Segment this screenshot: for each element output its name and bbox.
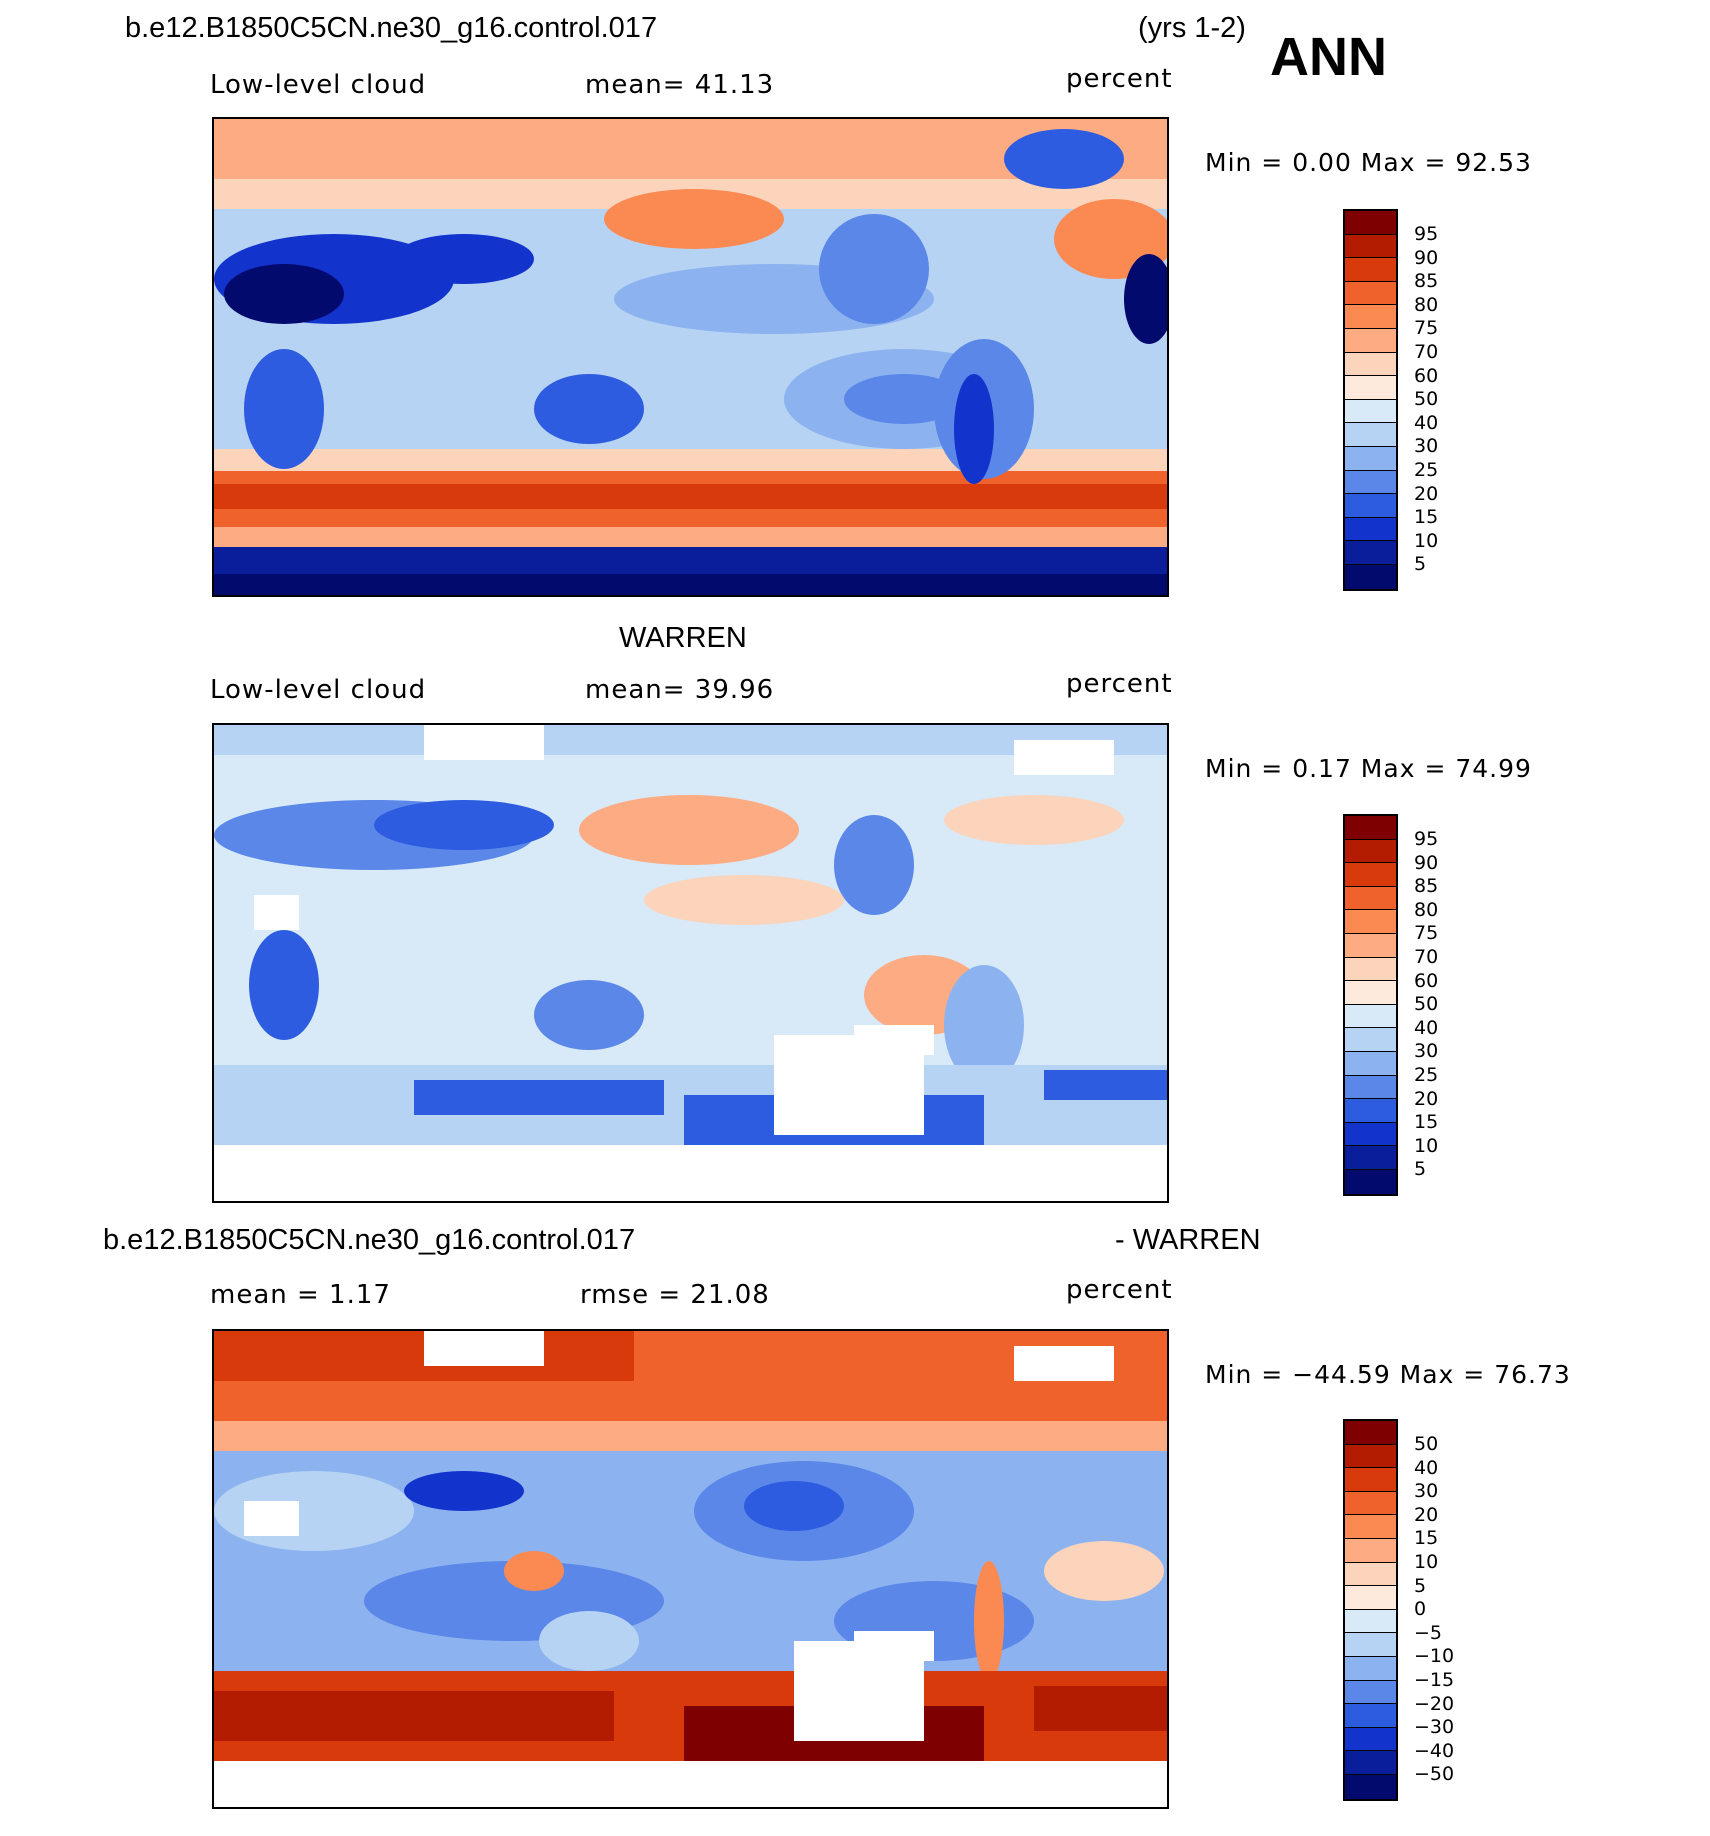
panel3-min-max: Min = −44.59 Max = 76.73 xyxy=(1205,1360,1571,1389)
panel1-cbar-tick: 20 xyxy=(1414,482,1439,505)
season-label: ANN xyxy=(1270,27,1387,87)
panel2-map xyxy=(212,723,1169,1203)
years-label: (yrs 1-2) xyxy=(1138,12,1246,44)
panel1-cbar-tick: 5 xyxy=(1414,553,1427,576)
panel2-cbar-tick: 60 xyxy=(1414,969,1439,992)
panel1-cbar-tick: 25 xyxy=(1414,459,1439,481)
panel3-cbar-tick: 10 xyxy=(1414,1551,1439,1573)
panel2-cbar-tick: 10 xyxy=(1414,1134,1439,1157)
panel3-cbar-tick: −30 xyxy=(1414,1716,1455,1739)
panel3-cbar-tick: 30 xyxy=(1414,1480,1439,1503)
panel3-rmse-label: rmse = 21.08 xyxy=(580,1280,770,1310)
panel1-variable-label: Low-level cloud xyxy=(210,70,427,100)
panel3-colorbar xyxy=(1343,1419,1398,1801)
panel2-min-max: Min = 0.17 Max = 74.99 xyxy=(1205,754,1532,783)
panel2-cbar-tick: 40 xyxy=(1414,1016,1439,1039)
panel2-cbar-tick: 30 xyxy=(1414,1040,1439,1063)
panel2-cbar-tick: 20 xyxy=(1414,1087,1439,1110)
panel2-cbar-tick: 85 xyxy=(1414,875,1439,898)
panel1-map xyxy=(212,117,1169,597)
panel2-cbar-tick: 5 xyxy=(1414,1158,1427,1181)
panel3-cbar-tick: 5 xyxy=(1414,1574,1427,1597)
panel1-cbar-tick: 80 xyxy=(1414,293,1439,316)
panel3-cbar-tick: −10 xyxy=(1414,1645,1455,1668)
panel2-cbar-tick: 15 xyxy=(1414,1111,1439,1134)
panel1-cbar-tick: 90 xyxy=(1414,246,1439,269)
case-title: b.e12.B1850C5CN.ne30_g16.control.017 xyxy=(125,12,658,44)
panel2-cbar-tick: 25 xyxy=(1414,1064,1439,1086)
panel2-cbar-tick: 70 xyxy=(1414,946,1439,968)
panel1-cbar-tick: 95 xyxy=(1414,223,1439,245)
panel1-min-max: Min = 0.00 Max = 92.53 xyxy=(1205,148,1532,177)
panel3-cbar-tick: −5 xyxy=(1414,1621,1443,1644)
panel2-cbar-tick: 50 xyxy=(1414,993,1439,1016)
panel3-title-left: b.e12.B1850C5CN.ne30_g16.control.017 xyxy=(103,1224,636,1256)
panel3-mean-label: mean = 1.17 xyxy=(210,1280,391,1310)
panel3-units-label: percent xyxy=(1066,1275,1173,1305)
panel1-cbar-tick: 15 xyxy=(1414,506,1439,529)
panel1-units-label: percent xyxy=(1066,64,1173,94)
panel3-cbar-tick: 15 xyxy=(1414,1527,1439,1550)
panel2-variable-label: Low-level cloud xyxy=(210,675,427,705)
panel1-cbar-tick: 40 xyxy=(1414,411,1439,434)
panel3-cbar-tick: −20 xyxy=(1414,1692,1455,1715)
panel2-cbar-tick: 95 xyxy=(1414,828,1439,850)
panel3-cbar-tick: 40 xyxy=(1414,1456,1439,1479)
panel1-cbar-tick: 75 xyxy=(1414,317,1439,340)
panel3-cbar-tick: 50 xyxy=(1414,1433,1439,1455)
panel3-cbar-tick: −15 xyxy=(1414,1669,1455,1691)
panel1-cbar-tick: 30 xyxy=(1414,435,1439,458)
panel2-units-label: percent xyxy=(1066,669,1173,699)
panel1-cbar-tick: 50 xyxy=(1414,388,1439,411)
panel2-colorbar xyxy=(1343,814,1398,1196)
panel1-cbar-tick: 10 xyxy=(1414,529,1439,552)
panel1-cbar-tick: 60 xyxy=(1414,364,1439,387)
panel1-cbar-tick: 85 xyxy=(1414,270,1439,293)
panel3-map xyxy=(212,1329,1169,1809)
panel3-cbar-tick: −50 xyxy=(1414,1763,1455,1786)
panel1-colorbar xyxy=(1343,209,1398,591)
panel3-cbar-tick: −40 xyxy=(1414,1739,1455,1762)
panel1-mean-label: mean= 41.13 xyxy=(585,70,775,100)
panel3-title-right: - WARREN xyxy=(1115,1224,1261,1256)
panel2-cbar-tick: 80 xyxy=(1414,898,1439,921)
panel1-cbar-tick: 70 xyxy=(1414,341,1439,363)
panel2-title: WARREN xyxy=(619,622,747,654)
panel2-mean-label: mean= 39.96 xyxy=(585,675,775,705)
panel2-cbar-tick: 90 xyxy=(1414,851,1439,874)
panel2-cbar-tick: 75 xyxy=(1414,922,1439,945)
panel3-cbar-tick: 0 xyxy=(1414,1598,1427,1621)
panel3-cbar-tick: 20 xyxy=(1414,1503,1439,1526)
